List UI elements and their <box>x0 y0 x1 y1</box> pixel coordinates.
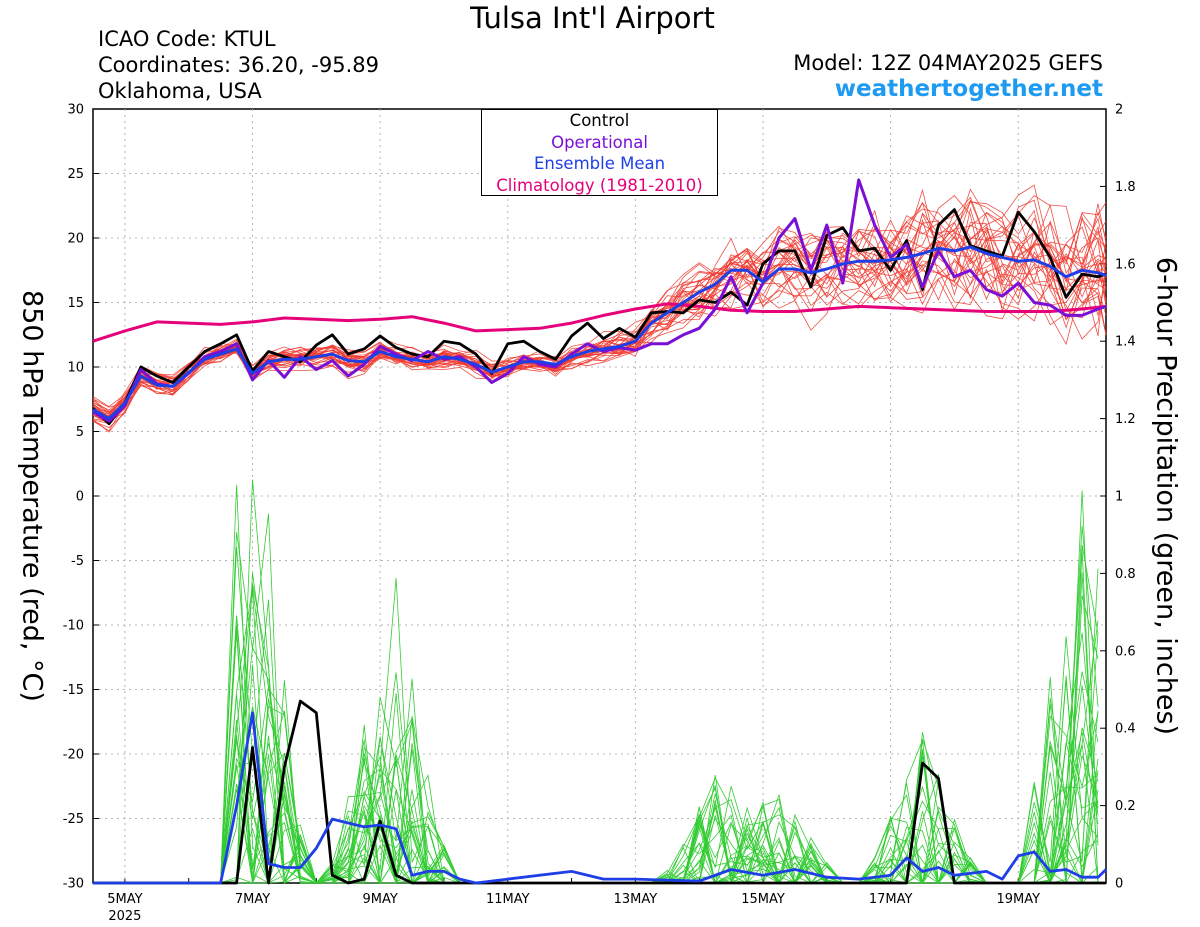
y-axis-label-right: 6-hour Precipitation (green, inches) <box>1150 256 1182 736</box>
y-tick-label: -20 <box>63 748 84 763</box>
temp-member-line <box>92 215 1107 424</box>
y-tick-label: 20 <box>67 232 84 247</box>
legend: Control Operational Ensemble Mean Climat… <box>481 109 718 196</box>
y-tick-label: -5 <box>71 554 84 569</box>
x-tick-label: 19MAY <box>996 892 1040 907</box>
y2-tick-label: 1.2 <box>1115 412 1136 427</box>
temp-member-line <box>92 188 1107 424</box>
x-tick-label: 7MAY <box>235 892 270 907</box>
y2-tick-label: 1 <box>1115 490 1123 505</box>
temp-member-line <box>92 211 1107 415</box>
y2-tick-label: 0.4 <box>1115 722 1136 737</box>
temp-member-line <box>92 195 1107 413</box>
x-tick-label: 11MAY <box>486 892 530 907</box>
y2-tick-label: 1.8 <box>1115 180 1136 195</box>
x-tick-label: 5MAY <box>107 892 142 907</box>
y-tick-label: -15 <box>63 683 84 698</box>
model-run: Model: 12Z 04MAY2025 GEFS <box>793 51 1103 75</box>
y2-tick-label: 2 <box>1115 103 1123 118</box>
x-tick-label: 13MAY <box>614 892 658 907</box>
temp-member-line <box>92 214 1107 415</box>
ensemble-mean-precip-line <box>93 711 1107 885</box>
temp-member-line <box>92 211 1107 412</box>
y2-tick-label: 1.6 <box>1115 257 1136 272</box>
icao-code: ICAO Code: KTUL <box>98 27 276 51</box>
temp-member-line <box>92 195 1107 422</box>
x-year-label: 2025 <box>108 909 141 924</box>
y-tick-label: -25 <box>63 812 84 827</box>
y-tick-label: 0 <box>76 490 84 505</box>
legend-climatology: Climatology (1981-2010) <box>496 175 703 195</box>
y-tick-label: 30 <box>67 103 84 118</box>
site-link[interactable]: weathertogether.net <box>834 76 1103 102</box>
ensemble-mean-temp-line <box>92 245 1107 421</box>
y-tick-label: 10 <box>67 361 84 376</box>
temp-member-line <box>92 228 1107 414</box>
control-precip-line <box>93 699 1106 885</box>
y-tick-label: 15 <box>67 296 84 311</box>
y-tick-label: 5 <box>76 425 84 440</box>
y-tick-label: -30 <box>63 877 84 892</box>
axis-tick-labels: 302520151050-5-10-15-20-25-3021.81.61.41… <box>63 103 1136 925</box>
ensemble-members <box>92 184 1107 885</box>
y2-tick-label: 0.6 <box>1115 644 1136 659</box>
main-series <box>92 178 1107 885</box>
x-tick-label: 17MAY <box>869 892 913 907</box>
climatology-line <box>92 302 1107 343</box>
chart-title: Tulsa Int'l Airport <box>470 1 715 35</box>
y2-tick-label: 1.4 <box>1115 335 1136 350</box>
legend-control: Control <box>569 111 630 130</box>
y-tick-label: 25 <box>67 167 84 182</box>
y-axis-label-left: 850 hPa Temperature (red, °C) <box>16 290 48 702</box>
coordinates: Coordinates: 36.20, -95.89 <box>98 53 379 77</box>
x-tick-label: 9MAY <box>362 892 397 907</box>
y-tick-label: -10 <box>63 619 84 634</box>
y2-tick-label: 0.2 <box>1115 799 1136 814</box>
control-temp-line <box>92 208 1107 426</box>
temp-member-line <box>92 211 1107 418</box>
temp-member-line <box>92 201 1107 422</box>
y2-tick-label: 0 <box>1115 877 1123 892</box>
y2-tick-label: 0.8 <box>1115 567 1136 582</box>
x-tick-label: 15MAY <box>741 892 785 907</box>
legend-operational: Operational <box>551 132 648 152</box>
legend-ensemble-mean: Ensemble Mean <box>533 154 666 173</box>
state-label: Oklahoma, USA <box>98 79 262 103</box>
